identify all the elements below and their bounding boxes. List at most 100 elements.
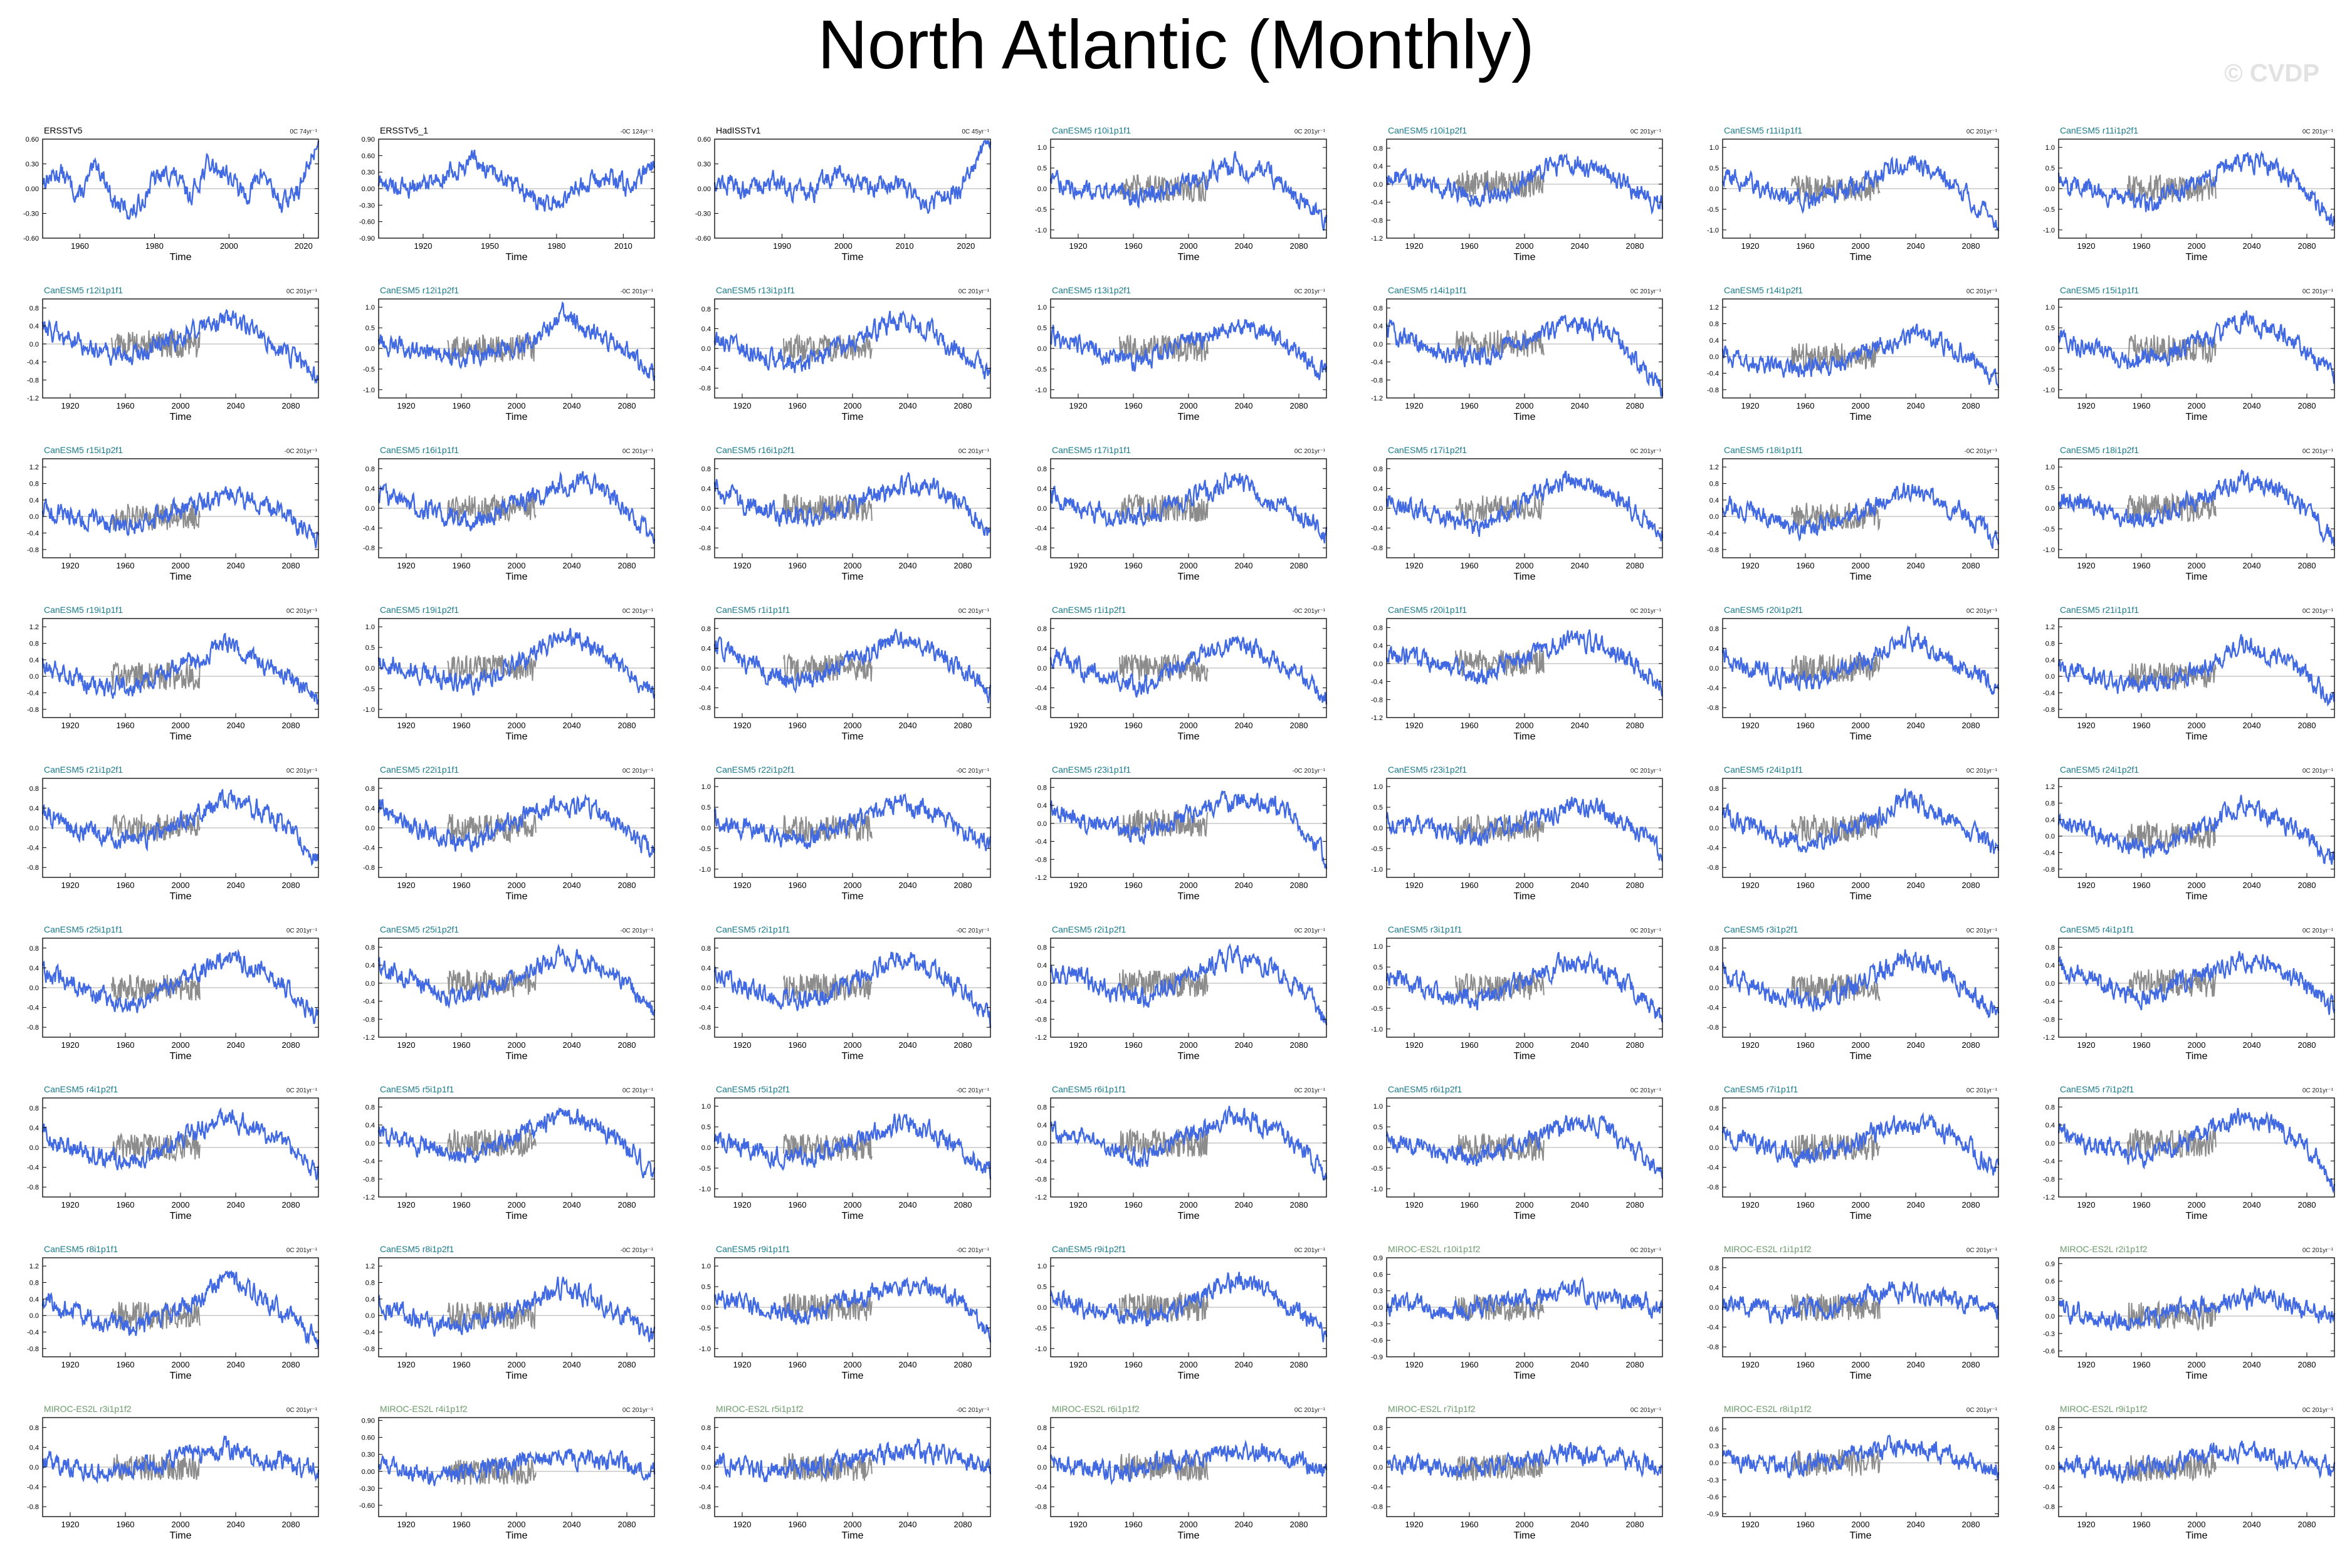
x-tick-label: 2000 (2188, 401, 2206, 410)
trend-label: 0C 201yr⁻¹ (1966, 1407, 1998, 1414)
y-tick-label: -0.4 (699, 1005, 711, 1012)
x-tick-label: 1920 (61, 561, 80, 570)
y-tick-label: 0.4 (365, 1122, 375, 1129)
trend-label: -0C 201yr⁻¹ (1292, 608, 1325, 615)
y-tick-label: -0.4 (27, 690, 39, 698)
x-tick-label: 2080 (618, 1040, 636, 1050)
plot-frame (42, 618, 319, 718)
x-tick-label: 2000 (508, 1360, 526, 1369)
y-tick-label: 0.6 (1373, 1271, 1383, 1278)
x-tick-label: 2040 (1907, 1040, 1925, 1050)
panel-title: CanESM5 r21i1p1f1 (2060, 605, 2139, 615)
y-tick-label: 0.4 (701, 645, 711, 652)
x-tick-label: 2040 (1235, 401, 1253, 410)
trend-label: 0C 201yr⁻¹ (622, 1407, 654, 1414)
x-tick-label: 2040 (1235, 1200, 1253, 1210)
timeseries-panel: CanESM5 r16i1p2f1 0C 201yr⁻¹ 0.8 0.4 0.0 -0.4… (699, 445, 992, 582)
x-tick-label: 1960 (2133, 1520, 2151, 1529)
y-tick-label: 0.00 (26, 186, 39, 193)
x-tick-label: 1960 (789, 401, 807, 410)
trend-label: 0C 201yr⁻¹ (1630, 128, 1662, 135)
x-tick-label: 2000 (844, 881, 862, 890)
y-tick-label: 0.0 (1709, 186, 1719, 193)
x-axis-label: Time (1850, 1530, 1872, 1541)
panel-title: CanESM5 r15i1p1f1 (2060, 285, 2139, 295)
timeseries-panel: CanESM5 r4i1p1f1 0C 201yr⁻¹ 0.8 0.4 0.0 -0.4 -… (2043, 924, 2336, 1062)
panel-title: MIROC-ES2L r8i1p1f2 (1724, 1404, 1812, 1414)
x-tick-label: 1920 (2077, 1200, 2096, 1210)
y-tick-label: 0.00 (698, 186, 711, 193)
trend-label: 0C 201yr⁻¹ (1966, 128, 1998, 135)
y-tick-label: 0.8 (701, 306, 711, 313)
y-tick-label: 1.2 (29, 464, 39, 471)
y-tick-label: 0.8 (2045, 1104, 2055, 1111)
x-tick-label: 2080 (618, 881, 636, 890)
x-axis-label: Time (842, 731, 864, 742)
x-axis-label: Time (506, 731, 528, 742)
y-tick-label: 0.3 (2045, 1295, 2055, 1303)
observed-overlay-line (1119, 1291, 1209, 1322)
x-tick-label: 2040 (227, 1040, 245, 1050)
x-tick-label: 2080 (1290, 1520, 1308, 1529)
y-tick-label: -0.8 (27, 864, 39, 872)
y-tick-label: 0.4 (701, 325, 711, 333)
panel-title: CanESM5 r12i1p1f1 (44, 285, 123, 295)
x-tick-label: 1960 (1461, 881, 1479, 890)
y-tick-label: -1.2 (1035, 874, 1047, 882)
x-tick-label: 2000 (1180, 1200, 1198, 1210)
x-tick-label: 2000 (2188, 1520, 2206, 1529)
x-tick-label: 2040 (1907, 241, 1925, 251)
x-tick-label: 2080 (618, 1520, 636, 1529)
y-tick-label: -0.8 (363, 1176, 375, 1183)
x-tick-label: 2040 (1235, 1520, 1253, 1529)
timeseries-panel: CanESM5 r15i1p1f1 0C 201yr⁻¹ 1.0 0.5 0.0 -0.5… (2043, 285, 2335, 422)
y-tick-label: 0.5 (1373, 1124, 1383, 1131)
series-line (713, 629, 992, 703)
y-tick-label: -0.4 (363, 525, 375, 533)
x-tick-label: 2040 (563, 401, 581, 410)
y-tick-label: -0.5 (363, 686, 375, 693)
y-tick-label: 1.2 (2045, 783, 2055, 791)
timeseries-panel: CanESM5 r7i1p1f1 0C 201yr⁻¹ 0.8 0.4 0.0 -0.4 -… (1707, 1084, 2000, 1221)
x-axis-label: Time (506, 252, 528, 263)
y-tick-label: 0.0 (365, 345, 375, 353)
y-tick-label: -1.0 (1371, 866, 1383, 874)
timeseries-panel: CanESM5 r14i1p2f1 0C 201yr⁻¹ 1.2 0.8 0.4 0.0 -… (1707, 285, 2000, 422)
x-tick-label: 2000 (1852, 721, 1870, 730)
y-tick-label: 0.0 (1373, 181, 1383, 189)
trend-label: 0C 201yr⁻¹ (1294, 1247, 1326, 1254)
x-tick-label: 1920 (1741, 1200, 1760, 1210)
series-line (1049, 472, 1328, 544)
y-tick-label: 0.8 (365, 466, 375, 473)
y-tick-label: 0.8 (1037, 1104, 1047, 1111)
y-tick-label: 0.4 (1037, 962, 1047, 970)
y-tick-label: -0.8 (1707, 704, 1719, 712)
x-tick-label: 1960 (789, 1040, 807, 1050)
y-tick-label: 0.5 (1037, 165, 1047, 172)
x-tick-label: 2040 (1571, 1040, 1589, 1050)
x-tick-label: 2040 (1235, 1040, 1253, 1050)
series-line (377, 1448, 656, 1487)
timeseries-panel: CanESM5 r25i1p1f1 0C 201yr⁻¹ 0.8 0.4 0.0 -0.4… (27, 924, 319, 1062)
y-tick-label: -0.8 (2043, 866, 2055, 874)
trend-label: 0C 201yr⁻¹ (286, 1407, 318, 1414)
x-tick-label: 2080 (2298, 721, 2316, 730)
panel-title: CanESM5 r5i1p2f1 (716, 1084, 790, 1094)
y-tick-label: -0.4 (363, 1329, 375, 1337)
trend-label: 0C 201yr⁻¹ (2302, 448, 2334, 455)
x-tick-label: 2080 (2298, 1200, 2316, 1210)
y-tick-label: -0.4 (1371, 199, 1383, 207)
series-line (41, 632, 319, 705)
x-tick-label: 2000 (1852, 1520, 1870, 1529)
trend-label: 0C 201yr⁻¹ (1630, 1407, 1662, 1414)
x-tick-label: 2080 (2298, 881, 2316, 890)
panel-title: CanESM5 r20i1p2f1 (1724, 605, 1803, 615)
series-line (2057, 310, 2335, 384)
y-tick-label: -0.4 (27, 1329, 39, 1337)
x-tick-label: 2000 (172, 401, 190, 410)
x-tick-label: 2040 (899, 881, 917, 890)
series-line (377, 793, 656, 858)
x-tick-label: 1920 (61, 1360, 80, 1369)
timeseries-panel: CanESM5 r11i1p2f1 0C 201yr⁻¹ 1.0 0.5 0.0 -0.5… (2043, 125, 2336, 263)
x-tick-label: 2000 (844, 1200, 862, 1210)
